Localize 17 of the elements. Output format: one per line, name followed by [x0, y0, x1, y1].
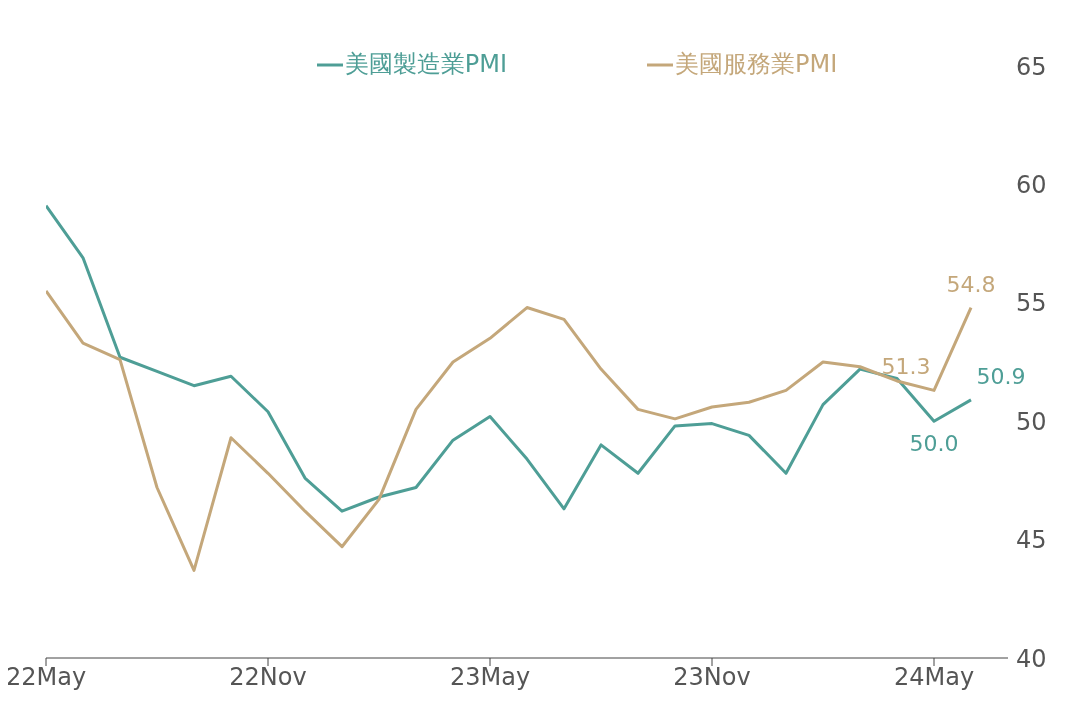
- data-label: 51.3: [881, 354, 931, 380]
- x-tick-label: 23May: [449, 663, 531, 692]
- y-tick-label: 45: [1016, 526, 1047, 555]
- x-tick-label: 24May: [893, 663, 975, 692]
- y-tick-label: 60: [1016, 170, 1047, 199]
- x-tick-label: 22May: [5, 663, 87, 692]
- y-tick-label: 50: [1016, 407, 1047, 436]
- y-tick-label: 55: [1016, 289, 1047, 318]
- data-label: 50.9: [976, 363, 1026, 389]
- y-tick-label: 40: [1016, 644, 1047, 673]
- x-tick-label: 23Nov: [673, 663, 751, 692]
- legend-label: 美國製造業PMI: [343, 49, 507, 80]
- data-label: 54.8: [946, 271, 996, 297]
- x-tick-label: 22Nov: [229, 663, 307, 692]
- y-tick-label: 65: [1016, 52, 1047, 81]
- data-label: 50.0: [909, 431, 959, 457]
- legend-label: 美國服務業PMI: [674, 49, 838, 80]
